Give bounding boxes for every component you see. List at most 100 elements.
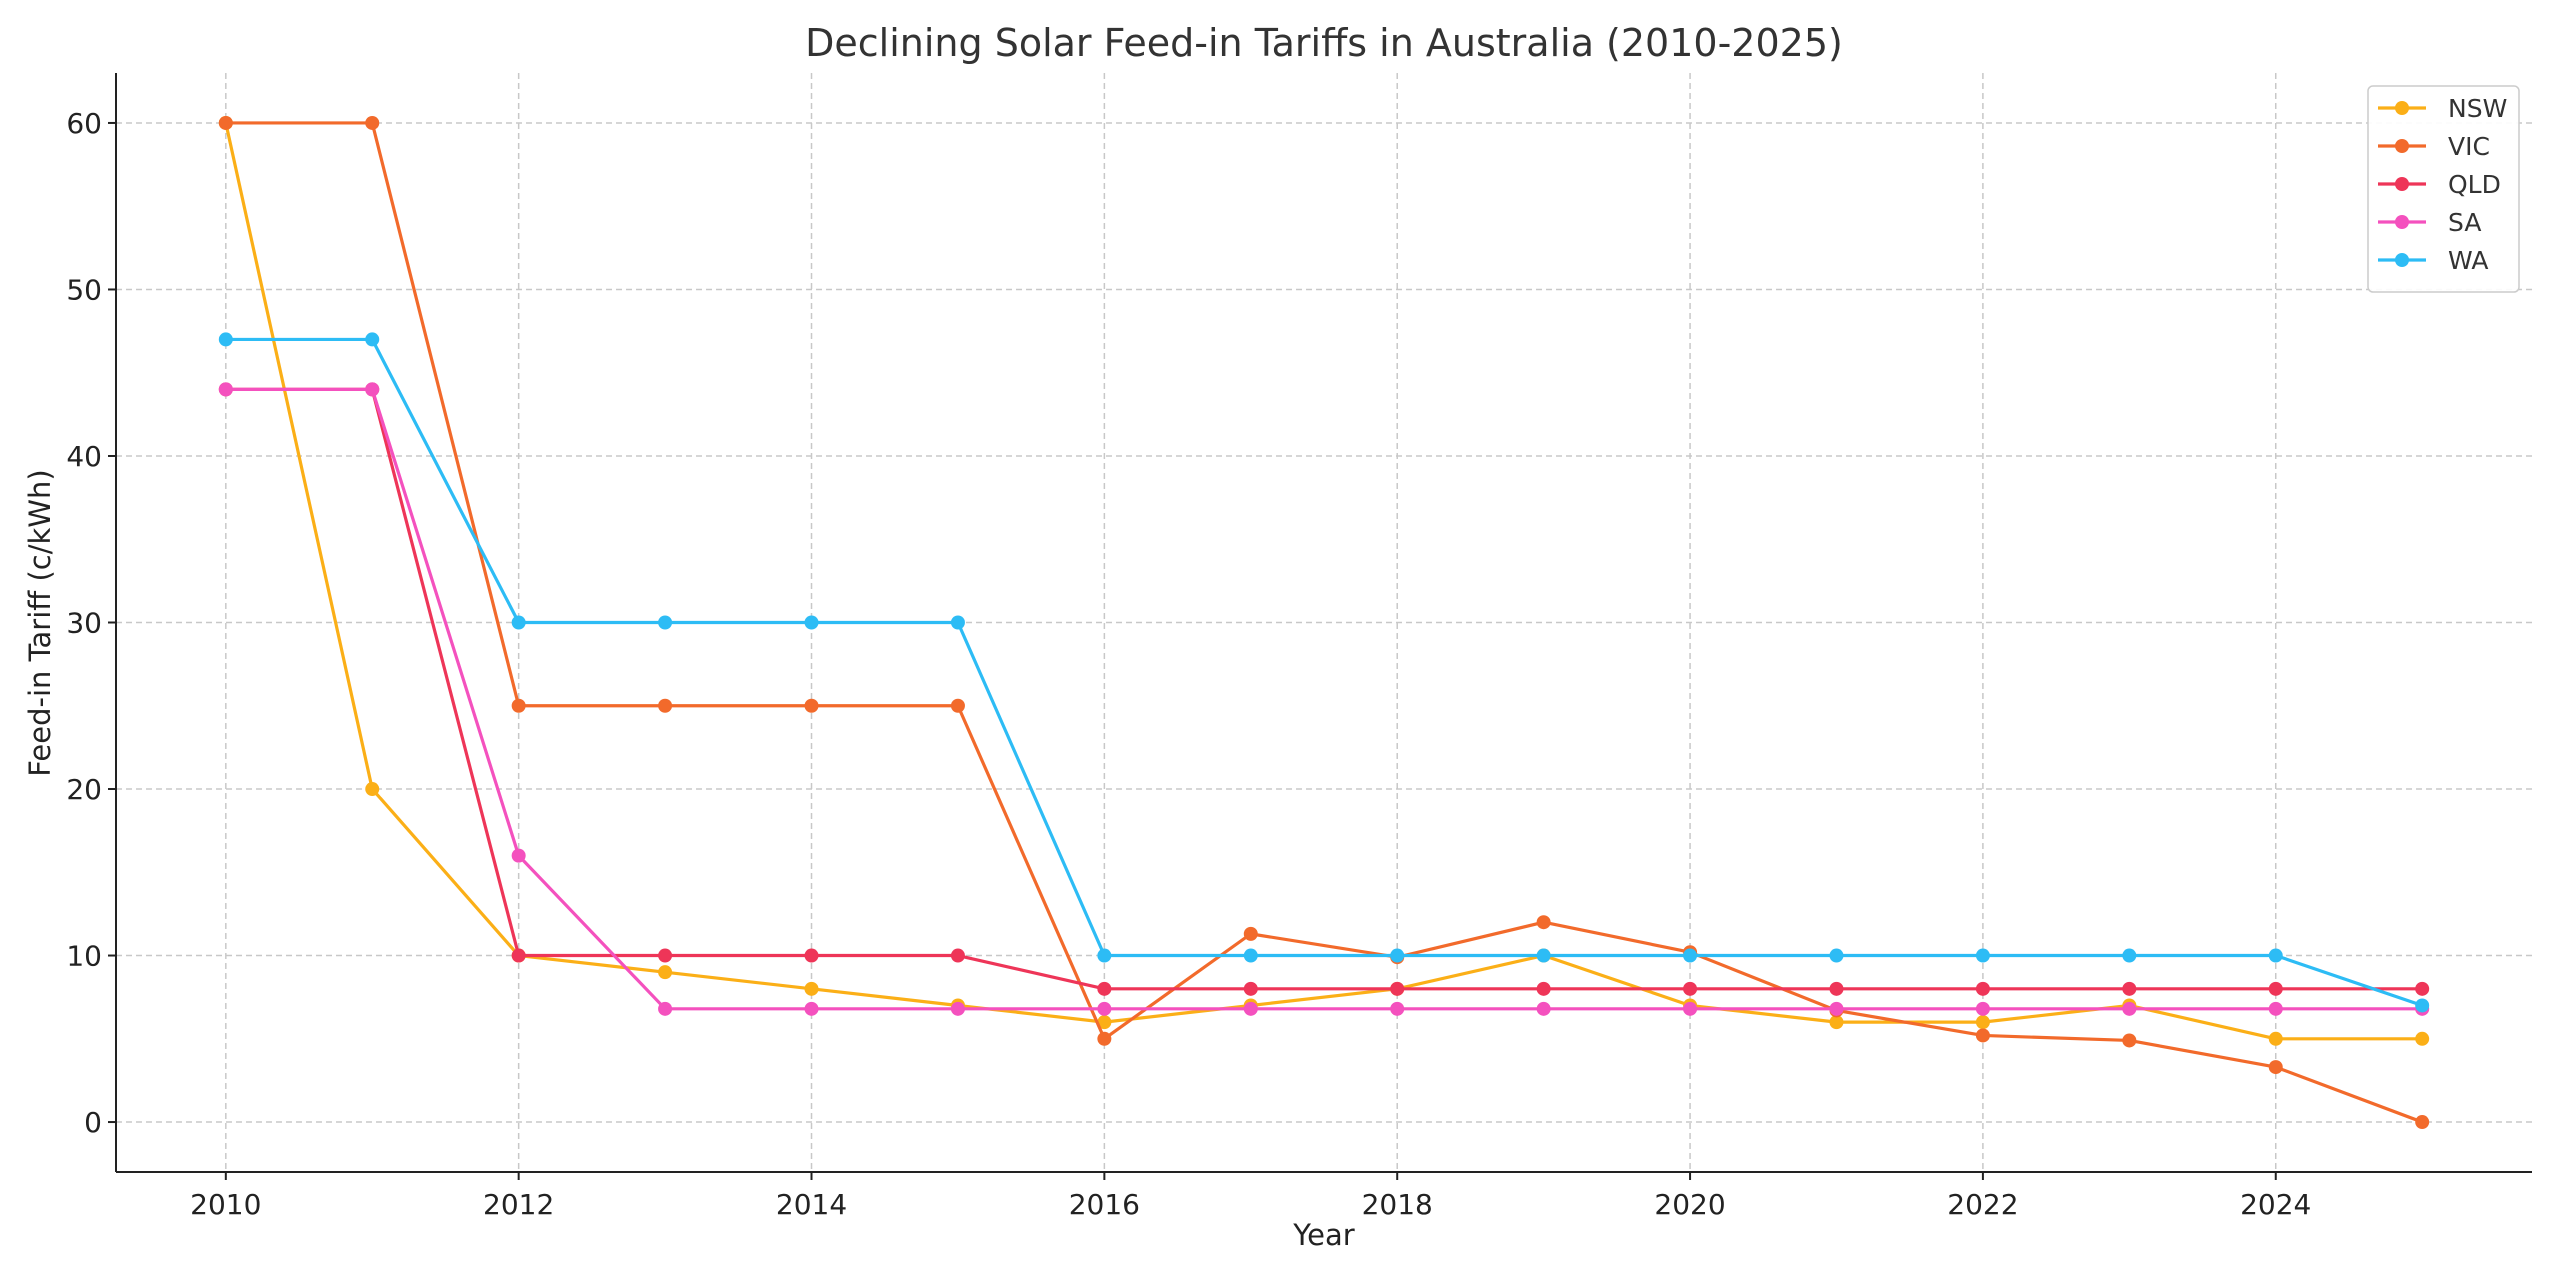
legend-item-wa: WA <box>2378 246 2488 275</box>
data-point-sa <box>1829 1001 1844 1016</box>
series-line-qld <box>225 387 2423 991</box>
data-point-sa <box>2122 1001 2137 1016</box>
legend-label: VIC <box>2448 132 2490 161</box>
data-point-wa <box>658 615 673 630</box>
data-point-qld <box>1829 981 1844 996</box>
y-tick-label: 20 <box>66 773 102 806</box>
data-point-sa <box>1243 1001 1258 1016</box>
legend-swatch-marker <box>2395 139 2409 153</box>
x-tick-label: 2022 <box>1947 1188 2018 1221</box>
series-qld <box>218 382 2430 996</box>
legend-label: WA <box>2448 246 2488 275</box>
legend-swatch-marker <box>2395 101 2409 115</box>
x-tick-label: 2010 <box>190 1188 261 1221</box>
data-point-sa <box>2268 1001 2283 1016</box>
data-point-nsw <box>804 981 819 996</box>
data-point-vic <box>1243 926 1258 941</box>
x-tick-label: 2024 <box>2240 1188 2311 1221</box>
data-point-sa <box>511 848 526 863</box>
data-point-wa <box>365 332 380 347</box>
data-point-nsw <box>2415 1031 2430 1046</box>
series-line-sa <box>225 387 2423 1011</box>
data-point-wa <box>1829 948 1844 963</box>
legend-item-nsw: NSW <box>2378 94 2507 123</box>
legend-label: NSW <box>2448 94 2507 123</box>
data-point-nsw <box>1829 1015 1844 1030</box>
x-tick-label: 2020 <box>1654 1188 1725 1221</box>
data-point-vic <box>2122 1033 2137 1048</box>
data-point-vic <box>511 698 526 713</box>
y-axis-label: Feed-in Tariff (c/kWh) <box>23 469 57 776</box>
x-tick-label: 2012 <box>483 1188 554 1221</box>
data-point-vic <box>2268 1060 2283 1075</box>
y-tick-label: 10 <box>66 940 102 973</box>
legend-swatch-marker <box>2395 177 2409 191</box>
data-point-qld <box>2122 981 2137 996</box>
legend: NSW VIC QLD SA WA <box>2367 85 2520 293</box>
y-tick-label: 30 <box>66 607 102 640</box>
data-point-wa <box>218 332 233 347</box>
legend-label: QLD <box>2448 170 2501 199</box>
x-tick-label: 2016 <box>1069 1188 1140 1221</box>
data-point-qld <box>658 948 673 963</box>
data-point-sa <box>804 1001 819 1016</box>
series-group <box>218 115 2430 1130</box>
data-point-nsw <box>2268 1031 2283 1046</box>
data-point-wa <box>1975 948 1990 963</box>
data-point-wa <box>804 615 819 630</box>
axes: 2010 2012 2014 2016 2018 2020 2022 2024 0 10 20 30 4… <box>66 73 2532 1221</box>
series-wa <box>218 332 2430 1013</box>
legend-label: SA <box>2448 208 2481 237</box>
data-point-qld <box>1243 981 1258 996</box>
data-point-wa <box>1683 948 1698 963</box>
series-line-nsw <box>224 122 2423 1041</box>
data-point-sa <box>950 1001 965 1016</box>
data-point-wa <box>1390 948 1405 963</box>
data-point-qld <box>511 948 526 963</box>
series-line-vic <box>225 121 2423 1124</box>
data-point-sa <box>218 382 233 397</box>
data-point-wa <box>2122 948 2137 963</box>
x-tick-label: 2014 <box>776 1188 847 1221</box>
data-point-nsw <box>658 965 673 980</box>
y-tick-label: 40 <box>66 440 102 473</box>
data-point-nsw <box>1097 1015 1112 1030</box>
data-point-wa <box>2268 948 2283 963</box>
legend-item-vic: VIC <box>2378 132 2490 161</box>
data-point-qld <box>1390 981 1405 996</box>
series-vic <box>218 115 2430 1130</box>
data-point-vic <box>658 698 673 713</box>
series-line-wa <box>225 337 2423 1007</box>
x-tick-label: 2018 <box>1362 1188 1433 1221</box>
data-point-vic <box>218 115 233 130</box>
data-point-wa <box>511 615 526 630</box>
data-point-qld <box>1683 981 1698 996</box>
x-axis-label: Year <box>1292 1218 1354 1252</box>
data-point-nsw <box>1975 1015 1990 1030</box>
data-point-wa <box>1243 948 1258 963</box>
data-point-vic <box>1097 1031 1112 1046</box>
data-point-sa <box>1390 1001 1405 1016</box>
legend-item-qld: QLD <box>2378 170 2501 199</box>
data-point-wa <box>950 615 965 630</box>
data-point-wa <box>2415 998 2430 1013</box>
data-point-nsw <box>365 782 380 797</box>
data-point-qld <box>804 948 819 963</box>
data-point-sa <box>1097 1001 1112 1016</box>
data-point-qld <box>1975 981 1990 996</box>
data-point-sa <box>365 382 380 397</box>
data-point-wa <box>1536 948 1551 963</box>
data-point-sa <box>658 1001 673 1016</box>
legend-box <box>2367 85 2520 293</box>
data-point-vic <box>365 115 380 130</box>
y-tick-label: 0 <box>84 1106 102 1139</box>
data-point-qld <box>2268 981 2283 996</box>
legend-item-sa: SA <box>2378 208 2481 237</box>
data-point-vic <box>2415 1115 2430 1130</box>
chart-title: Declining Solar Feed-in Tariffs in Austr… <box>805 21 1843 65</box>
y-tick-label: 60 <box>66 107 102 140</box>
data-point-qld <box>950 948 965 963</box>
legend-swatch-marker <box>2395 215 2409 229</box>
